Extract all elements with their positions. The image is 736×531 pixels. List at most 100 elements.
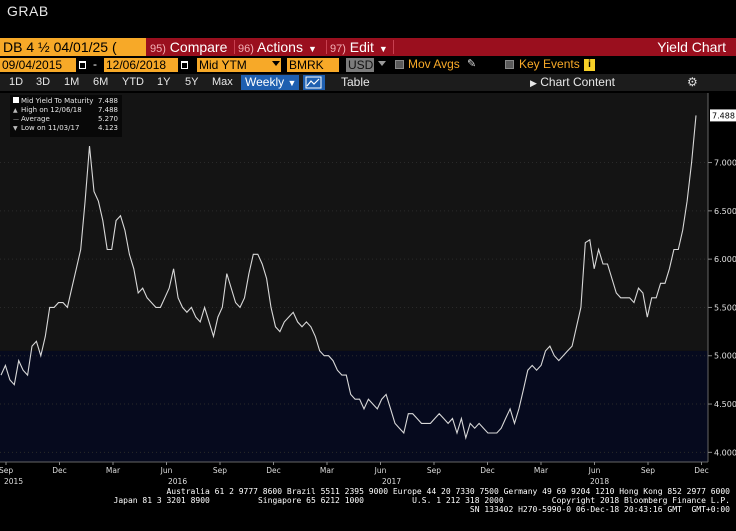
x-tick-label: Dec	[480, 466, 495, 475]
command-separator	[234, 40, 235, 54]
x-tick-label: Mar	[534, 466, 549, 475]
y-tick-label: 6.500	[714, 207, 736, 216]
period-1m[interactable]: 1M	[64, 76, 80, 88]
x-year-label: 2017	[382, 477, 401, 486]
start-date-field[interactable]: 09/04/2015	[0, 58, 76, 72]
period-3d[interactable]: 3D	[36, 76, 51, 88]
period-max[interactable]: Max	[212, 76, 233, 88]
chart-lower-band	[0, 350, 708, 462]
legend-swatch	[13, 97, 19, 103]
y-tick-label: 7.000	[714, 159, 736, 168]
frequency-select[interactable]: Weekly ▼	[241, 75, 299, 90]
frequency-label: Weekly	[245, 75, 285, 89]
footer-contacts-line1: Australia 61 2 9777 8600 Brazil 5511 239…	[166, 487, 730, 496]
x-year-label: 2018	[590, 477, 609, 486]
yield-line	[0, 115, 697, 441]
period-6m[interactable]: 6M	[93, 76, 109, 88]
table-button[interactable]: Table	[341, 75, 370, 89]
last-value-label: 7.488	[710, 109, 736, 122]
compare-label: Compare	[169, 39, 228, 55]
chart-content-menu[interactable]: ▶ Chart Content	[530, 74, 615, 91]
legend-value: 7.488	[98, 97, 118, 105]
compare-number: 95)	[150, 43, 166, 55]
chevron-down-icon	[378, 61, 386, 66]
legend-value: 4.123	[98, 124, 118, 132]
chart-legend: Mid Yield To Maturity 7.488 ▲ High on 12/06…	[10, 95, 122, 137]
date-separator: -	[93, 57, 97, 71]
caret-right-icon: ▶	[530, 78, 537, 88]
x-tick-label: Jun	[374, 466, 387, 475]
last-value-text: 7.488	[712, 111, 735, 120]
command-separator	[393, 40, 394, 54]
calendar-icon[interactable]	[181, 61, 188, 69]
x-tick-label: Sep	[641, 466, 655, 475]
chevron-down-icon: ▼	[307, 44, 317, 54]
legend-symbol: ▲	[13, 107, 18, 114]
edit-number: 97)	[330, 43, 346, 55]
actions-number: 96)	[238, 43, 254, 55]
legend-box	[10, 95, 122, 137]
field-select[interactable]: Mid YTM	[197, 58, 281, 72]
screen-title: GRAB	[7, 3, 49, 19]
legend-label: Mid Yield To Maturity	[21, 97, 93, 105]
key-events-checkbox[interactable]	[505, 60, 514, 69]
period-ytd[interactable]: YTD	[122, 76, 144, 88]
y-tick-label: 5.000	[714, 352, 736, 361]
edit-label: Edit	[349, 39, 374, 55]
pencil-icon[interactable]: ✎	[467, 58, 477, 70]
period-5y[interactable]: 5Y	[185, 76, 199, 88]
legend-label: Average	[21, 115, 50, 123]
legend-label: High on 12/06/18	[21, 106, 82, 114]
x-tick-label: Sep	[213, 466, 227, 475]
actions-menu[interactable]: 96) Actions ▼	[238, 38, 317, 56]
command-bar	[0, 38, 736, 56]
end-date-field[interactable]: 12/06/2018	[104, 58, 178, 72]
edit-menu[interactable]: 97) Edit ▼	[330, 38, 388, 56]
chevron-down-icon: ▼	[378, 44, 388, 54]
x-tick-label: Jun	[588, 466, 601, 475]
period-1y[interactable]: 1Y	[157, 76, 171, 88]
x-tick-label: Dec	[266, 466, 281, 475]
x-tick-label: Jun	[160, 466, 173, 475]
function-title: Yield Chart	[657, 39, 726, 55]
line-chart-icon[interactable]	[303, 75, 325, 90]
x-year-label: 2015	[4, 477, 23, 486]
security-input[interactable]: DB 4 ½ 04/01/25 (	[0, 38, 146, 56]
compare-button[interactable]: 95) Compare	[150, 38, 227, 56]
legend-value: 7.488	[98, 106, 118, 114]
benchmark-field[interactable]: BMRK	[287, 58, 339, 72]
legend-symbol: —	[13, 116, 19, 123]
yield-chart[interactable]: 7.000 6.500 6.000 5.500 5.000 4.500 4.000 Sep D…	[0, 92, 736, 531]
chart-toolbar	[0, 74, 736, 91]
command-separator	[326, 40, 327, 54]
chevron-down-icon	[272, 61, 280, 66]
key-events-label[interactable]: Key Events	[519, 57, 580, 71]
x-year-label: 2016	[168, 477, 187, 486]
footer-contacts-line2: Japan 81 3 3201 8900 Singapore 65 6212 1…	[113, 496, 731, 505]
x-tick-label: Sep	[427, 466, 441, 475]
x-tick-label: Dec	[52, 466, 67, 475]
mov-avgs-label[interactable]: Mov Avgs	[408, 57, 460, 71]
x-axis: Sep Dec Mar Jun Sep Dec Mar Jun Sep Dec Mar Jun Sep D…	[0, 461, 709, 486]
legend-value: 5.270	[98, 115, 118, 123]
x-tick-label: Sep	[0, 466, 13, 475]
chevron-down-icon: ▼	[287, 78, 297, 88]
period-1d[interactable]: 1D	[9, 76, 24, 88]
y-tick-label: 4.000	[714, 448, 736, 457]
x-tick-label: Mar	[106, 466, 121, 475]
legend-symbol: ▼	[13, 125, 18, 132]
info-icon[interactable]: i	[584, 59, 595, 71]
x-tick-label: Mar	[320, 466, 335, 475]
y-tick-label: 6.000	[714, 255, 736, 264]
mov-avgs-checkbox[interactable]	[395, 60, 404, 69]
y-tick-label: 5.500	[714, 303, 736, 312]
gear-icon[interactable]: ⚙	[687, 75, 698, 89]
chart-content-label: Chart Content	[540, 75, 615, 89]
footer-session-line: SN 133402 H270-5990-0 06-Dec-18 20:43:16…	[469, 505, 730, 514]
actions-label: Actions	[257, 39, 303, 55]
calendar-icon[interactable]	[79, 61, 86, 69]
currency-select[interactable]: USD	[346, 58, 374, 72]
last-value-box	[710, 109, 736, 122]
y-tick-label: 4.500	[714, 400, 736, 409]
legend-label: Low on 11/03/17	[21, 124, 79, 132]
